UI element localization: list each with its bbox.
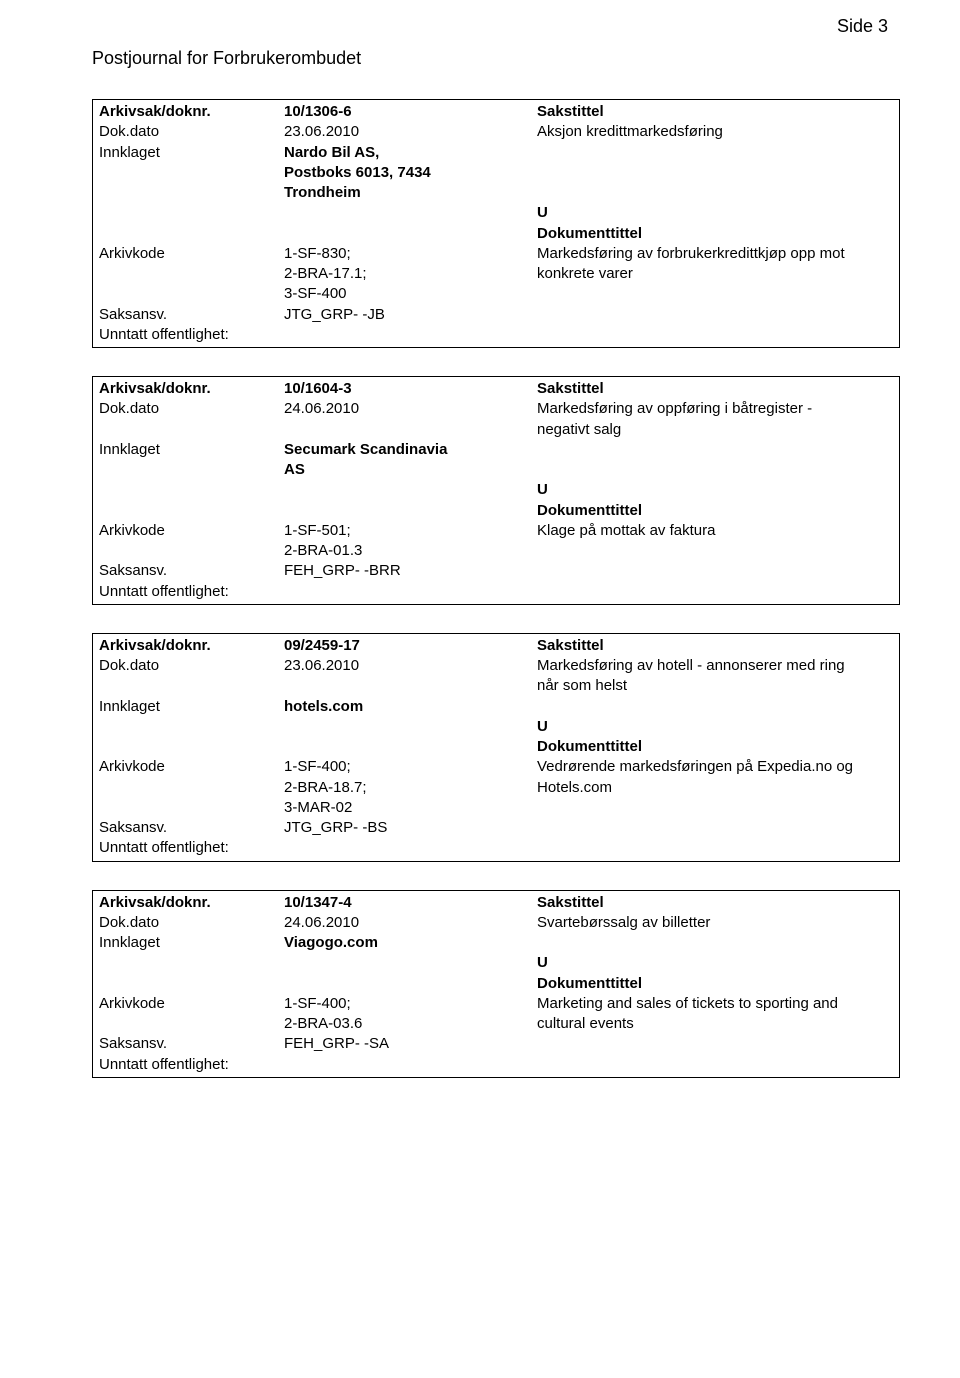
innklaget-value: hotels.com — [284, 697, 537, 717]
arkivkode-value: 1-SF-830; 2-BRA-17.1; 3-SF-400 — [284, 244, 537, 305]
sakstittel-label: Sakstittel — [537, 102, 893, 122]
arkivsak-doknr-value: 09/2459-17 — [284, 636, 537, 656]
dokdato-label: Dok.dato — [99, 913, 284, 933]
arkivkode-label: Arkivkode — [99, 521, 284, 541]
record: Arkivsak/doknr.10/1306-6Sakstittel Dok.da… — [92, 99, 900, 348]
record: Arkivsak/doknr.09/2459-17Sakstittel Dok.d… — [92, 633, 900, 862]
u-letter: U — [537, 717, 893, 737]
sakstittel-label: Sakstittel — [537, 893, 893, 913]
saksansv-value: JTG_GRP- -BS — [284, 818, 537, 838]
saksansv-label: Saksansv. — [99, 1034, 284, 1054]
dokumenttittel-label: Dokumenttittel — [537, 737, 893, 757]
dokumenttittel-label: Dokumenttittel — [537, 501, 893, 521]
dokdato-label: Dok.dato — [99, 656, 284, 676]
arkivkode-value: 1-SF-400; 2-BRA-03.6 — [284, 994, 537, 1035]
dokumenttittel-desc: Klage på mottak av faktura — [537, 521, 893, 541]
arkivsak-doknr-label: Arkivsak/doknr. — [99, 379, 284, 399]
innklaget-value: Viagogo.com — [284, 933, 537, 953]
u-letter: U — [537, 953, 893, 973]
dokumenttittel-label: Dokumenttittel — [537, 224, 893, 244]
innklaget-label: Innklaget — [99, 697, 284, 717]
dokdato-value: 24.06.2010 — [284, 913, 537, 933]
dokumenttittel-label: Dokumenttittel — [537, 974, 893, 994]
u-letter: U — [537, 480, 893, 500]
saksansv-value: JTG_GRP- -JB — [284, 305, 537, 325]
arkivsak-doknr-label: Arkivsak/doknr. — [99, 893, 284, 913]
dokdato-label: Dok.dato — [99, 122, 284, 142]
arkivkode-label: Arkivkode — [99, 757, 284, 777]
sakstittel-desc: Markedsføring av hotell - annonserer med… — [537, 656, 893, 697]
sakstittel-desc: Markedsføring av oppføring i båtregister… — [537, 399, 893, 440]
arkivkode-label: Arkivkode — [99, 244, 284, 264]
innklaget-label: Innklaget — [99, 143, 284, 163]
dokdato-value: 23.06.2010 — [284, 122, 537, 142]
journal-title: Postjournal for Forbrukerombudet — [92, 48, 900, 69]
dokumenttittel-desc: Vedrørende markedsføringen på Expedia.no… — [537, 757, 893, 798]
innklaget-value: Secumark Scandinavia AS — [284, 440, 537, 481]
saksansv-value: FEH_GRP- -SA — [284, 1034, 537, 1054]
saksansv-label: Saksansv. — [99, 818, 284, 838]
record: Arkivsak/doknr.10/1604-3Sakstittel Dok.da… — [92, 376, 900, 605]
sakstittel-label: Sakstittel — [537, 379, 893, 399]
dokdato-value: 24.06.2010 — [284, 399, 537, 419]
arkivsak-doknr-value: 10/1306-6 — [284, 102, 537, 122]
saksansv-label: Saksansv. — [99, 561, 284, 581]
record: Arkivsak/doknr.10/1347-4Sakstittel Dok.da… — [92, 890, 900, 1078]
unntatt-label: Unntatt offentlighet: — [99, 325, 229, 345]
arkivkode-value: 1-SF-400; 2-BRA-18.7; 3-MAR-02 — [284, 757, 537, 818]
unntatt-label: Unntatt offentlighet: — [99, 838, 229, 858]
sakstittel-desc: Svartebørssalg av billetter — [537, 913, 893, 933]
saksansv-label: Saksansv. — [99, 305, 284, 325]
dokumenttittel-desc: Markedsføring av forbrukerkredittkjøp op… — [537, 244, 893, 285]
dokumenttittel-desc: Marketing and sales of tickets to sporti… — [537, 994, 893, 1035]
innklaget-value: Nardo Bil AS, Postboks 6013, 7434 Trondh… — [284, 143, 537, 204]
innklaget-label: Innklaget — [99, 440, 284, 460]
arkivsak-doknr-value: 10/1347-4 — [284, 893, 537, 913]
unntatt-label: Unntatt offentlighet: — [99, 1055, 229, 1075]
sakstittel-desc: Aksjon kredittmarkedsføring — [537, 122, 893, 142]
dokdato-label: Dok.dato — [99, 399, 284, 419]
innklaget-label: Innklaget — [99, 933, 284, 953]
arkivkode-label: Arkivkode — [99, 994, 284, 1014]
arkivsak-doknr-value: 10/1604-3 — [284, 379, 537, 399]
page-number: Side 3 — [837, 16, 888, 37]
saksansv-value: FEH_GRP- -BRR — [284, 561, 537, 581]
arkivsak-doknr-label: Arkivsak/doknr. — [99, 102, 284, 122]
u-letter: U — [537, 203, 893, 223]
sakstittel-label: Sakstittel — [537, 636, 893, 656]
arkivkode-value: 1-SF-501; 2-BRA-01.3 — [284, 521, 537, 562]
arkivsak-doknr-label: Arkivsak/doknr. — [99, 636, 284, 656]
dokdato-value: 23.06.2010 — [284, 656, 537, 676]
unntatt-label: Unntatt offentlighet: — [99, 582, 229, 602]
